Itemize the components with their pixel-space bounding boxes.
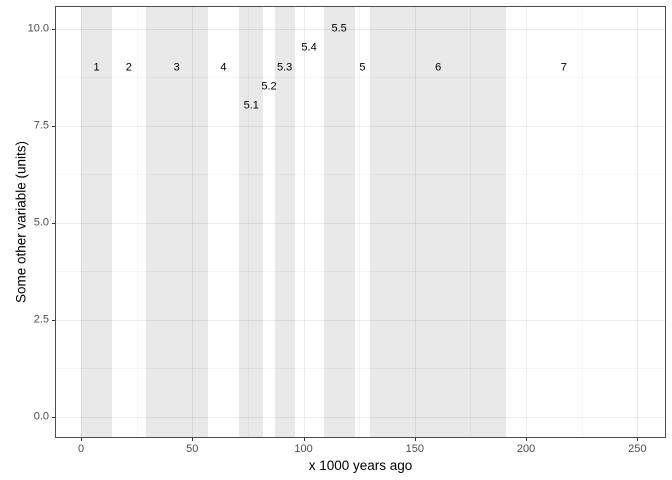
gridline-minor-x	[582, 7, 583, 437]
gridline-major-y	[56, 417, 665, 418]
y-tick	[52, 28, 55, 30]
stage-label-1: 1	[93, 61, 100, 74]
gridline-minor-y	[56, 77, 665, 78]
gridline-minor-x	[359, 7, 360, 437]
x-tick-label: 250	[628, 443, 647, 455]
x-tick	[192, 438, 194, 441]
y-tick	[52, 125, 55, 127]
y-tick-label: 10.0	[27, 22, 49, 35]
gridline-major-y	[56, 320, 665, 321]
gridline-minor-x	[248, 7, 249, 437]
shaded-band-stage-5.5	[323, 7, 355, 437]
gridline-major-x	[304, 7, 305, 437]
y-axis-title: Some other variable (units)	[13, 140, 29, 304]
x-tick-label: 200	[516, 443, 536, 455]
stage-label-3: 3	[173, 61, 180, 74]
y-tick-label: 7.5	[33, 119, 49, 132]
y-tick-label: 2.5	[33, 313, 49, 326]
shaded-band-stage-1	[81, 7, 113, 437]
x-tick-label: 100	[294, 443, 313, 455]
stage-label-5.3: 5.3	[276, 61, 293, 74]
x-tick-label: 50	[186, 443, 199, 455]
gridline-major-x	[415, 7, 416, 437]
gridline-major-x	[192, 7, 193, 437]
stage-label-5: 5	[359, 61, 366, 74]
x-tick	[526, 438, 528, 441]
y-tick	[52, 319, 55, 321]
gridline-major-x	[526, 7, 527, 437]
gridline-major-x	[81, 7, 82, 437]
stage-label-4: 4	[220, 61, 227, 74]
gridline-minor-y	[56, 368, 665, 369]
x-tick	[81, 438, 82, 441]
gridline-major-y	[56, 29, 665, 30]
x-tick	[414, 438, 416, 441]
gridline-major-y	[56, 223, 665, 224]
x-tick-label: 150	[405, 443, 424, 455]
stage-label-2: 2	[125, 61, 132, 74]
stage-label-7: 7	[560, 61, 567, 74]
x-tick	[637, 438, 639, 441]
shaded-band-stage-6	[370, 7, 506, 437]
y-tick-label: 0.0	[33, 410, 49, 423]
y-tick	[52, 417, 55, 418]
x-tick	[303, 438, 305, 441]
stage-label-5.2: 5.2	[261, 80, 277, 93]
x-axis-title: x 1000 years ago	[308, 458, 413, 473]
plot-panel: 1 2 3 4 5.1 5.2 5.3 5.4 5.5 5 6 7	[55, 6, 666, 438]
stage-label-5.1: 5.1	[243, 99, 259, 112]
y-tick-label: 5.0	[33, 216, 49, 229]
shaded-band-stage-5.1	[238, 7, 264, 437]
gridline-minor-y	[56, 271, 665, 272]
gridline-major-x	[637, 7, 638, 437]
shaded-band-stage-3	[145, 7, 208, 437]
stage-label-6: 6	[435, 61, 442, 74]
y-tick	[52, 222, 55, 224]
x-tick-label: 0	[77, 443, 85, 455]
gridline-minor-y	[56, 174, 665, 175]
stage-label-5.5: 5.5	[331, 22, 347, 35]
gridline-minor-x	[137, 7, 138, 437]
gridline-minor-x	[470, 7, 471, 437]
gridline-major-y	[56, 126, 665, 127]
shaded-band-stage-5.3	[274, 7, 295, 437]
stage-label-5.4: 5.4	[301, 41, 317, 54]
